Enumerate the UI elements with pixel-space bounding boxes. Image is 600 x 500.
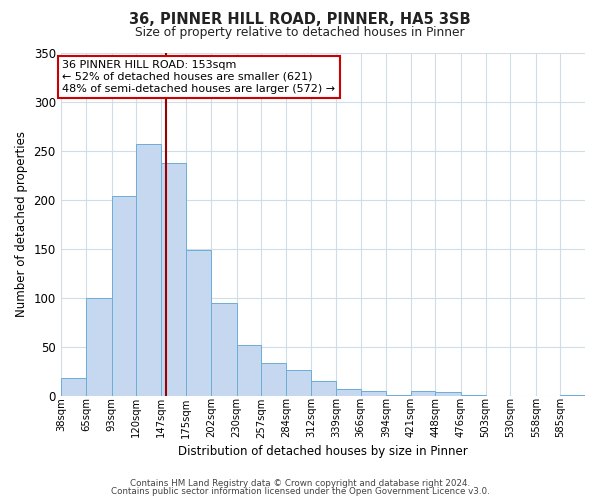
Bar [461, 395, 485, 396]
Bar [311, 381, 336, 396]
Text: Contains public sector information licensed under the Open Government Licence v3: Contains public sector information licen… [110, 487, 490, 496]
Bar [560, 395, 585, 396]
Bar [361, 391, 386, 396]
Bar [436, 392, 461, 396]
X-axis label: Distribution of detached houses by size in Pinner: Distribution of detached houses by size … [178, 444, 468, 458]
Bar [161, 164, 187, 396]
Y-axis label: Number of detached properties: Number of detached properties [15, 131, 28, 317]
Bar [61, 378, 86, 396]
Bar [211, 302, 236, 396]
Bar [136, 144, 161, 396]
Bar [187, 250, 211, 396]
Bar [86, 298, 112, 396]
Bar [336, 389, 361, 396]
Bar [236, 345, 261, 396]
Text: Size of property relative to detached houses in Pinner: Size of property relative to detached ho… [135, 26, 465, 39]
Bar [286, 370, 311, 396]
Bar [261, 364, 286, 396]
Text: Contains HM Land Registry data © Crown copyright and database right 2024.: Contains HM Land Registry data © Crown c… [130, 478, 470, 488]
Bar [386, 395, 411, 396]
Bar [411, 391, 436, 396]
Text: 36, PINNER HILL ROAD, PINNER, HA5 3SB: 36, PINNER HILL ROAD, PINNER, HA5 3SB [129, 12, 471, 28]
Text: 36 PINNER HILL ROAD: 153sqm
← 52% of detached houses are smaller (621)
48% of se: 36 PINNER HILL ROAD: 153sqm ← 52% of det… [62, 60, 335, 94]
Bar [112, 196, 136, 396]
